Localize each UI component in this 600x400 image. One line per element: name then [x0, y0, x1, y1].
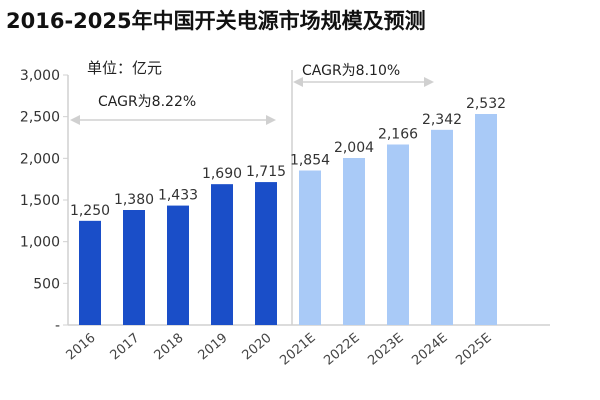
data-label: 2,004: [334, 140, 374, 156]
y-tick-label: 3,000: [20, 68, 60, 84]
data-label: 1,715: [246, 164, 286, 180]
x-tick-label: 2024E: [409, 331, 450, 369]
cagr-label-forecast: CAGR为8.10%: [302, 63, 400, 79]
x-tick-label: 2023E: [365, 331, 406, 369]
data-label: 1,690: [202, 166, 242, 182]
y-tick-label: 1,000: [20, 235, 60, 251]
bar-2023E: [387, 144, 409, 325]
bar-2020: [255, 182, 277, 325]
bar-2018: [167, 205, 189, 325]
bar-2025E: [475, 114, 497, 325]
x-tick-label: 2021E: [277, 331, 318, 369]
x-tick-label: 2018: [152, 331, 187, 364]
chart-title: 2016-2025年中国开关电源市场规模及预测: [6, 9, 426, 33]
cagr-label-actual: CAGR为8.22%: [98, 94, 196, 110]
bar-2022E: [343, 158, 365, 325]
unit-label: 单位：亿元: [87, 59, 162, 77]
y-tick-label: 2,000: [20, 151, 60, 167]
x-tick-label: 2019: [196, 331, 231, 364]
data-label: 1,854: [290, 153, 330, 169]
data-label: 2,532: [466, 96, 506, 112]
bar-2024E: [431, 129, 453, 325]
x-tick-label: 2020: [240, 331, 275, 364]
y-tick-label: 1,500: [20, 193, 60, 209]
cagr-arrow-forecast: [293, 77, 434, 87]
data-label: 1,433: [158, 188, 198, 204]
x-tick-label: 2017: [108, 331, 143, 364]
y-tick-label: 500: [33, 276, 60, 292]
data-label: 2,166: [378, 127, 418, 143]
data-label: 1,380: [114, 192, 154, 208]
x-tick-label: 2022E: [321, 331, 362, 369]
data-label: 1,250: [70, 203, 110, 219]
bar-2019: [211, 184, 233, 325]
x-tick-label: 2016: [64, 331, 99, 364]
y-tick-label: 2,500: [20, 110, 60, 126]
bar-2021E: [299, 170, 321, 325]
bar-2016: [79, 220, 101, 325]
y-tick-label: -: [55, 318, 60, 334]
cagr-arrow-actual: [70, 115, 276, 125]
bar-2017: [123, 210, 145, 325]
x-tick-label: 2025E: [453, 331, 494, 369]
data-label: 2,342: [422, 112, 462, 128]
